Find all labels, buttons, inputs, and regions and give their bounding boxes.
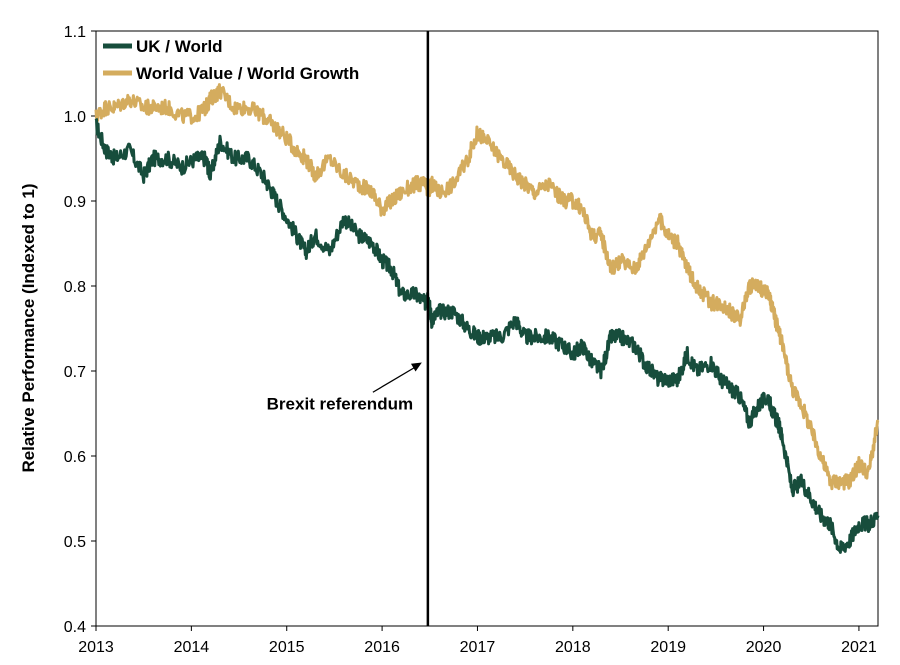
x-tick-label: 2014	[174, 639, 210, 656]
y-tick-label: 0.4	[64, 619, 86, 636]
y-tick-label: 1.0	[64, 109, 86, 126]
y-axis-title: Relative Performance (Indexed to 1)	[19, 183, 38, 472]
x-tick-label: 2018	[555, 639, 591, 656]
x-tick-label: 2021	[841, 639, 877, 656]
y-tick-label: 1.1	[64, 24, 86, 41]
series-group	[94, 83, 880, 554]
x-tick-label: 2017	[460, 639, 496, 656]
series-line-value-growth	[94, 83, 880, 491]
x-tick-label: 2019	[650, 639, 686, 656]
plot-area-frame	[95, 30, 879, 627]
x-tick-label: 2020	[746, 639, 782, 656]
annotation-arrow-line	[372, 366, 417, 393]
legend-label-value-growth: World Value / World Growth	[136, 64, 359, 83]
legend-label-uk-world: UK / World	[136, 37, 223, 56]
y-tick-label: 0.5	[64, 534, 86, 551]
legend: UK / World World Value / World Growth	[103, 37, 359, 83]
x-tick-label: 2016	[364, 639, 400, 656]
x-tick-label: 2013	[78, 639, 114, 656]
y-tick-label: 0.7	[64, 364, 86, 381]
y-tick-label: 0.9	[64, 194, 86, 211]
y-tick-label: 0.6	[64, 449, 86, 466]
x-tick-label: 2015	[269, 639, 305, 656]
y-tick-label: 0.8	[64, 279, 86, 296]
annotation-arrowhead	[410, 362, 422, 372]
brexit-annotation-label: Brexit referendum	[267, 394, 413, 413]
axis-ticks-group: 0.4 0.5 0.6 0.7 0.8 0.9 1.0 1.1 2013 2014 2015 2016…	[64, 24, 877, 656]
series-line-uk-world	[94, 117, 880, 554]
